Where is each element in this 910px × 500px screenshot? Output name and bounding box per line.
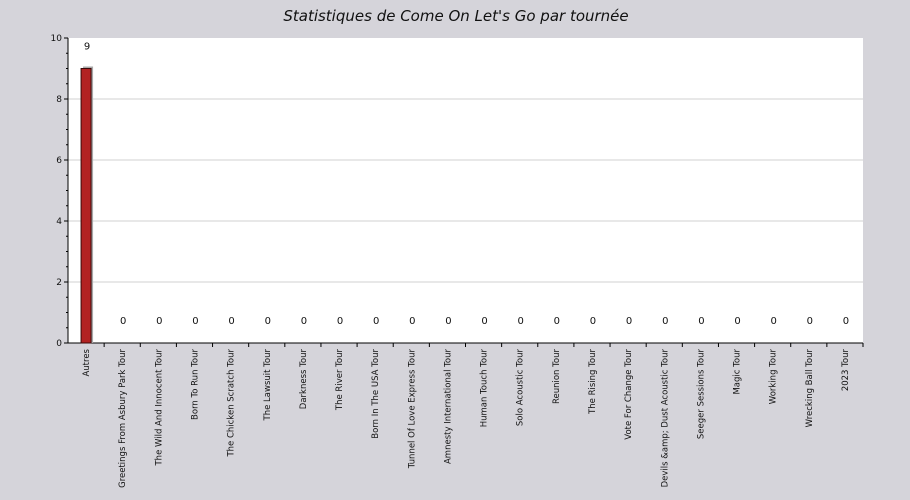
plot-background <box>68 38 863 343</box>
y-tick-label: 2 <box>56 278 62 288</box>
data-label: 0 <box>337 316 343 327</box>
category-label: Working Tour <box>769 348 779 404</box>
category-label: Solo Acoustic Tour <box>516 349 526 427</box>
y-tick-label: 0 <box>56 339 62 349</box>
category-label: 2023 Tour <box>841 349 851 392</box>
data-label: 9 <box>84 42 90 53</box>
data-label: 0 <box>770 316 776 327</box>
category-label: The Wild And Innocent Tour <box>154 349 164 467</box>
category-label: The River Tour <box>335 349 345 412</box>
category-label: Autres <box>82 348 92 376</box>
category-label: Seeger Sessions Tour <box>696 349 706 440</box>
data-label: 0 <box>301 316 307 327</box>
data-label: 0 <box>662 316 668 327</box>
category-label: Wrecking Ball Tour <box>805 349 815 428</box>
y-tick-label: 6 <box>56 156 62 166</box>
plot-area: 0 2 4 6 8 10 9 Autres 0 Greetings From Asbury Par… <box>51 34 864 488</box>
data-label: 0 <box>807 316 813 327</box>
category-label: Born To Run Tour <box>190 349 200 420</box>
category-label: Greetings From Asbury Park Tour <box>118 349 128 488</box>
category-label: Vote For Change Tour <box>624 349 634 440</box>
data-label: 0 <box>518 316 524 327</box>
category-label: Reunion Tour <box>552 349 562 405</box>
bar <box>80 68 92 344</box>
category-label: The Lawsuit Tour <box>263 348 273 421</box>
data-label: 0 <box>156 316 162 327</box>
y-tick-label: 8 <box>56 95 62 105</box>
category-label: The Chicken Scratch Tour <box>227 349 237 458</box>
category-label: Devils &amp; Dust Acoustic Tour <box>660 348 670 487</box>
data-label: 0 <box>120 316 126 327</box>
data-label: 0 <box>590 316 596 327</box>
y-tick-label: 4 <box>56 217 62 227</box>
data-label: 0 <box>698 316 704 327</box>
y-tick-label: 10 <box>51 34 63 44</box>
data-label: 0 <box>265 316 271 327</box>
category-label: Human Touch Tour <box>480 349 490 428</box>
data-label: 0 <box>481 316 487 327</box>
data-label: 0 <box>409 316 415 327</box>
data-label: 0 <box>228 316 234 327</box>
data-label: 0 <box>554 316 560 327</box>
data-label: 0 <box>373 316 379 327</box>
chart-title: Statistiques de Come On Let's Go par tou… <box>283 7 628 25</box>
data-label: 0 <box>843 316 849 327</box>
data-label: 0 <box>626 316 632 327</box>
data-label: 0 <box>734 316 740 327</box>
category-label: The Rising Tour <box>588 349 598 415</box>
category-label: Darkness Tour <box>299 349 309 410</box>
category-label: Tunnel Of Love Express Tour <box>407 349 417 470</box>
category-label: Born In The USA Tour <box>371 349 381 439</box>
data-label: 0 <box>192 316 198 327</box>
category-label: Magic Tour <box>733 349 743 395</box>
category-label: Amnesty International Tour <box>443 349 453 464</box>
data-label: 0 <box>445 316 451 327</box>
